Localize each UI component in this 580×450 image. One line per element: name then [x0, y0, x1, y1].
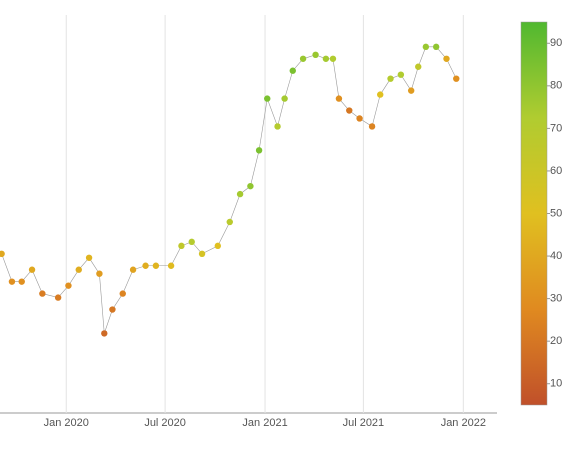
- point: [335, 95, 343, 102]
- point: [397, 71, 405, 78]
- point: [152, 262, 160, 269]
- point: [119, 290, 126, 297]
- colorbar-tick-label: 80: [550, 80, 562, 92]
- point: [387, 75, 394, 82]
- colorbar-tick-label: 60: [550, 165, 562, 177]
- x-tick-label: Jan 2022: [441, 417, 486, 429]
- colorbar-tick-label: 70: [550, 122, 562, 134]
- point: [346, 107, 353, 114]
- point: [289, 67, 296, 74]
- point: [377, 91, 384, 98]
- point: [129, 266, 137, 273]
- point: [236, 190, 244, 198]
- point: [85, 254, 93, 261]
- point: [8, 278, 16, 285]
- colorbar-tick-label: 10: [550, 378, 562, 390]
- point: [322, 55, 330, 62]
- point: [198, 250, 206, 257]
- point: [407, 87, 415, 94]
- point: [247, 182, 254, 190]
- point: [0, 250, 5, 257]
- point: [368, 123, 376, 130]
- point: [178, 242, 185, 250]
- x-tick-label: Jul 2021: [343, 417, 385, 429]
- point: [453, 75, 460, 82]
- point: [109, 306, 116, 313]
- point: [281, 95, 288, 102]
- point: [274, 123, 281, 130]
- x-tick-label: Jul 2020: [144, 417, 186, 429]
- point: [226, 218, 233, 226]
- colorbar-tick-label: 20: [550, 335, 562, 347]
- point: [96, 270, 103, 277]
- point: [28, 266, 36, 273]
- point: [422, 43, 430, 51]
- point: [101, 330, 108, 337]
- point: [415, 63, 422, 70]
- point: [65, 282, 72, 289]
- point: [264, 95, 271, 102]
- point: [356, 115, 363, 122]
- point: [214, 242, 222, 250]
- point: [255, 147, 263, 154]
- point: [443, 55, 450, 62]
- point: [167, 262, 175, 269]
- colorbar-tick-label: 90: [550, 37, 562, 49]
- colorbar-tick-label: 40: [550, 250, 562, 262]
- point: [299, 55, 307, 62]
- point: [75, 266, 82, 273]
- colorbar-tick-label: 30: [550, 293, 562, 305]
- point: [142, 262, 149, 269]
- point: [432, 43, 440, 51]
- point: [39, 290, 46, 297]
- x-tick-label: Jan 2021: [242, 417, 287, 429]
- point: [329, 55, 337, 62]
- point: [54, 294, 62, 301]
- x-tick-label: Jan 2020: [44, 417, 89, 429]
- point: [18, 278, 25, 285]
- point: [188, 238, 195, 246]
- point: [312, 51, 319, 58]
- series-line: [1, 46, 457, 334]
- colorbar-tick-label: 50: [550, 207, 562, 219]
- colorbar: [520, 21, 548, 406]
